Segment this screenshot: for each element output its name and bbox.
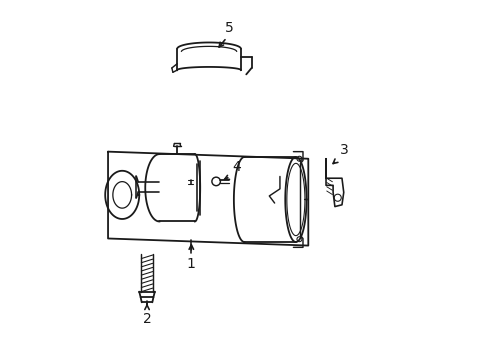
- Text: 1: 1: [186, 257, 195, 271]
- Text: 2: 2: [142, 312, 151, 326]
- Text: 3: 3: [339, 143, 347, 157]
- Text: 4: 4: [232, 160, 241, 174]
- Text: 5: 5: [224, 21, 233, 35]
